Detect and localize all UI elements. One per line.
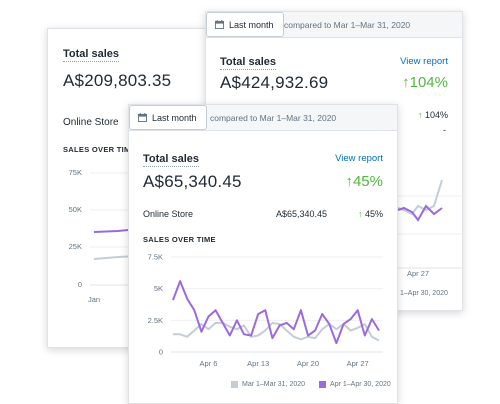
front-sales-card: Last month compared to Mar 1–Mar 31, 202… [128,104,398,404]
calendar-icon [138,113,147,122]
front-store-change: ↑ 45% [358,209,383,219]
mid-total-sales-amount: A$424,932.69 [220,73,329,92]
calendar-icon [215,20,224,29]
mid-date-range-button[interactable]: Last month [206,12,284,37]
mid-legend-partial-text: 1–Apr 30, 2020 [400,290,448,297]
front-change-value: 45% [352,173,383,190]
mid-change-percent: ↑104% [402,74,448,91]
arrow-up-icon: ↑ [345,173,353,190]
mid-total-sales-title[interactable]: Total sales [220,56,277,70]
y-tick-label: 2.5K [148,316,163,325]
back-y-tick: 75K [69,168,82,177]
front-store-change-value: 45% [364,209,383,219]
back-x-tick: Jan [88,295,100,304]
mid-card-header: Last month compared to Mar 1–Mar 31, 202… [206,12,462,38]
back-total-sales-amount: A$209,803.35 [63,71,172,90]
y-tick-label: 0 [159,348,163,357]
front-date-range-button[interactable]: Last month [129,105,207,130]
mid-x-tick: Apr 27 [407,269,429,278]
mid-store-change: ↑ 104% [418,110,448,120]
back-y-tick: 0 [78,280,82,289]
front-online-store-amount: A$65,340.45 [276,209,328,219]
legend-label-previous: Mar 1–Mar 31, 2020 [242,381,306,388]
legend-label-current: Apr 1–Apr 30, 2020 [330,381,391,388]
front-total-sales-amount: A$65,340.45 [143,172,242,191]
mid-legend-partial: 1–Apr 30, 2020 [400,290,448,297]
back-y-tick: 25K [69,242,82,251]
mid-sales-chart: Apr 27 [396,179,462,278]
front-legend: Mar 1–Mar 31, 2020 Apr 1–Apr 30, 2020 [231,381,391,388]
back-online-store-label: Online Store [63,117,119,128]
x-tick-label: Apr 27 [347,359,369,368]
current-period-line [172,280,380,345]
mid-compared-text: compared to Mar 1–Mar 31, 2020 [284,19,411,30]
x-tick-label: Apr 6 [200,359,218,368]
x-tick-label: Apr 13 [247,359,269,368]
arrow-up-icon: ↑ [402,74,410,91]
mid-view-report-link[interactable]: View report [400,56,448,67]
mid-current-period-line [397,204,443,222]
front-online-store-label: Online Store [143,209,194,219]
back-total-sales-title[interactable]: Total sales [63,48,120,62]
front-change-percent: ↑45% [345,173,383,190]
previous-period-line [173,321,380,342]
legend-swatch-current [319,381,327,388]
back-sales-over-time-heading: SALES OVER TIME [63,145,136,154]
front-total-sales-title[interactable]: Total sales [143,153,200,167]
arrow-up-icon: ↑ [357,209,365,219]
front-date-range-label: Last month [152,112,197,123]
back-y-tick: 50K [69,205,82,214]
x-tick-label: Apr 20 [297,359,319,368]
y-tick-label: 7.5K [148,253,163,262]
legend-swatch-previous [231,381,238,388]
front-sales-over-time-heading: SALES OVER TIME [143,235,216,244]
mid-store-change-value: 104% [424,110,448,120]
front-compared-text: compared to Mar 1–Mar 31, 2020 [210,112,337,123]
arrow-up-icon: ↑ [417,110,425,120]
mid-previous-period-line [397,179,443,216]
mid-dash: - [443,125,446,135]
front-view-report-link[interactable]: View report [335,153,383,164]
mid-change-value: 104% [409,74,448,91]
y-tick-label: 5K [154,284,163,293]
front-card-header: Last month compared to Mar 1–Mar 31, 202… [129,105,397,131]
mid-date-range-label: Last month [229,19,274,30]
front-sales-chart: 7.5K 5K 2.5K 0 Apr 6 Apr 13 Apr 20 Apr 27 [148,253,383,368]
